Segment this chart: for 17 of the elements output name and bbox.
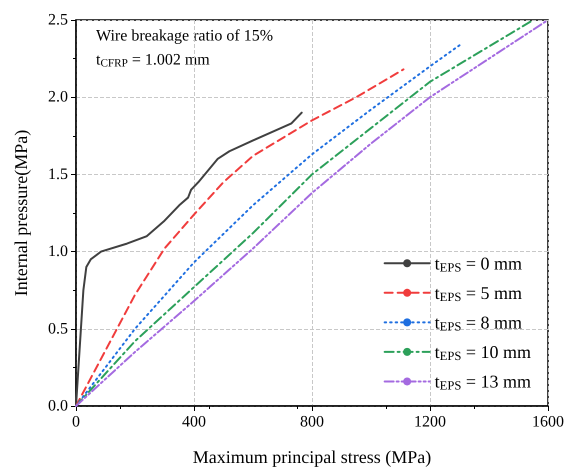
x-axis-title: Maximum principal stress (MPa) — [192, 447, 432, 467]
y-tick-label: 1.5 — [48, 166, 68, 183]
x-tick-label: 800 — [300, 414, 324, 430]
y-tick-label: 0.0 — [48, 398, 68, 414]
y-tick-label: 1.0 — [48, 243, 68, 260]
x-tick-label: 0 — [72, 414, 80, 430]
y-tick-label: 2.0 — [48, 88, 68, 106]
x-tick-label: 400 — [182, 414, 206, 430]
line-series — [75, 68, 404, 407]
line-series — [75, 42, 464, 407]
x-tick-label: 1200 — [414, 414, 446, 430]
line-series — [75, 112, 303, 407]
annotation: Wire breakage ratio of 15% — [96, 28, 274, 44]
y-tick-label: 0.5 — [48, 320, 68, 338]
y-tick-label: 2.5 — [48, 12, 68, 28]
y-axis-title: Internal pressure(MPa) — [11, 130, 31, 296]
x-tick-label: 1600 — [532, 414, 564, 430]
